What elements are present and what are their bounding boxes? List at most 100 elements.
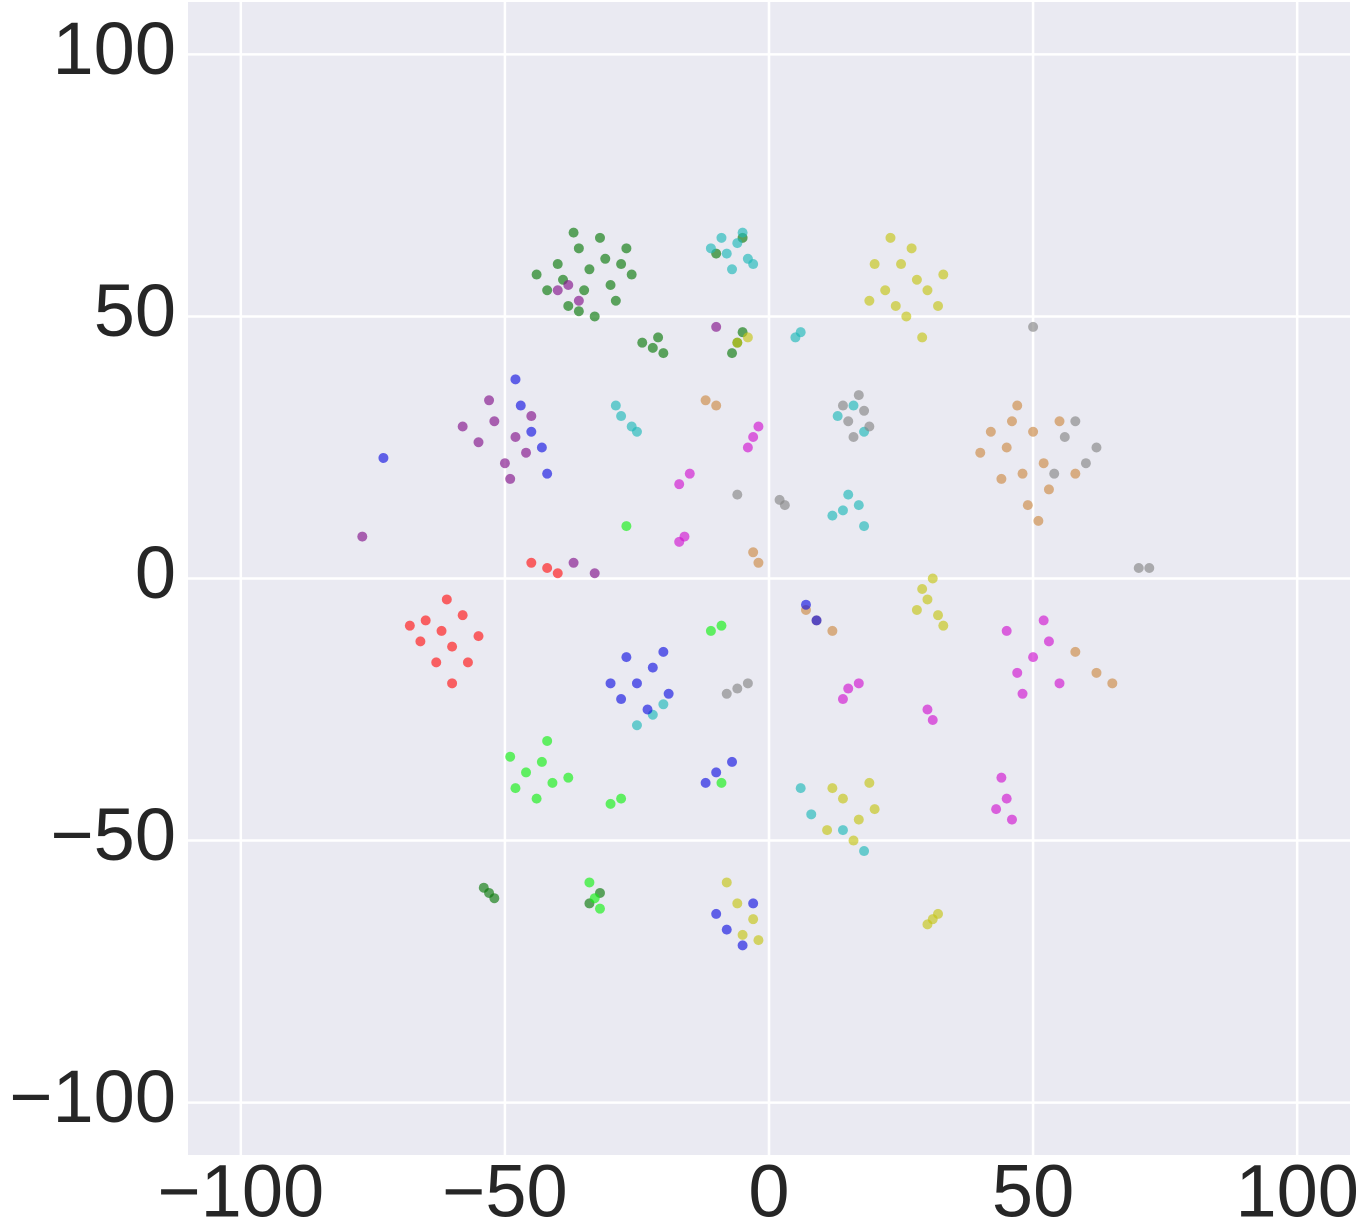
- scatter-point: [610, 295, 621, 306]
- scatter-point: [505, 473, 516, 484]
- scatter-point: [737, 227, 748, 238]
- scatter-point: [716, 777, 727, 788]
- scatter-point: [737, 929, 748, 940]
- scatter-point: [711, 767, 722, 778]
- scatter-point: [727, 756, 738, 767]
- scatter-point: [996, 473, 1007, 484]
- scatter-point: [853, 500, 864, 511]
- scatter-point: [853, 678, 864, 689]
- scatter-point: [1107, 678, 1118, 689]
- scatter-point: [837, 793, 848, 804]
- scatter-point: [748, 547, 759, 558]
- scatter-point: [1091, 442, 1102, 453]
- scatter-point: [1038, 615, 1049, 626]
- scatter-point: [753, 557, 764, 568]
- scatter-point: [584, 264, 595, 275]
- scatter-point: [917, 332, 928, 343]
- scatter-point: [906, 243, 917, 254]
- scatter-point: [748, 259, 759, 270]
- scatter-point: [478, 882, 489, 893]
- scatter-point: [927, 715, 938, 726]
- y-tick-label: −100: [9, 1055, 176, 1138]
- scatter-point: [621, 521, 632, 532]
- scatter-point: [647, 662, 658, 673]
- scatter-point: [727, 348, 738, 359]
- scatter-point: [742, 678, 753, 689]
- scatter-point: [832, 411, 843, 422]
- x-tick-label: −50: [442, 1150, 568, 1231]
- scatter-point: [674, 536, 685, 547]
- scatter-point: [753, 935, 764, 946]
- scatter-point: [605, 280, 616, 291]
- scatter-point: [837, 694, 848, 705]
- scatter-point: [859, 405, 870, 416]
- scatter-point: [911, 274, 922, 285]
- scatter-point: [610, 400, 621, 411]
- scatter-point: [489, 893, 500, 904]
- scatter-point: [521, 767, 532, 778]
- scatter-point: [795, 783, 806, 794]
- scatter-point: [1059, 431, 1070, 442]
- scatter-point: [811, 615, 822, 626]
- scatter-point: [800, 599, 811, 610]
- scatter-point: [864, 295, 875, 306]
- scatter-point: [547, 777, 558, 788]
- scatter-point: [1133, 563, 1144, 574]
- scatter-point: [1001, 442, 1012, 453]
- scatter-point: [721, 248, 732, 259]
- scatter-point: [1028, 321, 1039, 332]
- scatter-point: [526, 426, 537, 437]
- scatter-point: [711, 908, 722, 919]
- scatter-point: [837, 825, 848, 836]
- scatter-point: [711, 321, 722, 332]
- scatter-point: [457, 610, 468, 621]
- scatter-point: [732, 489, 743, 500]
- scatter-point: [526, 557, 537, 568]
- scatter-point: [885, 232, 896, 243]
- scatter-point: [933, 908, 944, 919]
- scatter-point: [658, 699, 669, 710]
- scatter-point: [605, 678, 616, 689]
- scatter-point: [1054, 678, 1065, 689]
- scatter-point: [616, 411, 627, 422]
- scatter-point: [827, 783, 838, 794]
- scatter-point: [859, 846, 870, 857]
- scatter-point: [806, 809, 817, 820]
- scatter-point: [536, 756, 547, 767]
- scatter-point: [579, 285, 590, 296]
- scatter-point: [584, 877, 595, 888]
- scatter-point: [716, 620, 727, 631]
- scatter-point: [837, 505, 848, 516]
- scatter-point: [505, 751, 516, 762]
- scatter-point: [552, 568, 563, 579]
- scatter-point: [531, 793, 542, 804]
- scatter-point: [732, 238, 743, 249]
- scatter-point: [721, 924, 732, 935]
- y-tick-label: 100: [53, 7, 176, 90]
- x-tick-label: 50: [992, 1150, 1074, 1231]
- x-tick-label: −100: [157, 1150, 324, 1231]
- scatter-point: [531, 269, 542, 280]
- scatter-point: [938, 269, 949, 280]
- scatter-point: [922, 594, 933, 605]
- scatter-point: [621, 652, 632, 663]
- scatter-point: [484, 395, 495, 406]
- scatter-point: [616, 694, 627, 705]
- scatter-point: [631, 720, 642, 731]
- scatter-point: [526, 411, 537, 422]
- scatter-point: [1028, 652, 1039, 663]
- scatter-point: [431, 657, 442, 668]
- scatter-point: [1038, 458, 1049, 469]
- scatter-point: [653, 332, 664, 343]
- scatter-point: [711, 400, 722, 411]
- scatter-point: [700, 395, 711, 406]
- scatter-point: [568, 557, 579, 568]
- scatter-point: [510, 374, 521, 385]
- scatter-point: [927, 573, 938, 584]
- scatter-point: [1070, 646, 1081, 657]
- scatter-point: [594, 232, 605, 243]
- scatter-point: [1043, 484, 1054, 495]
- scatter-point: [489, 416, 500, 427]
- scatter-point: [742, 332, 753, 343]
- scatter-point: [1012, 400, 1023, 411]
